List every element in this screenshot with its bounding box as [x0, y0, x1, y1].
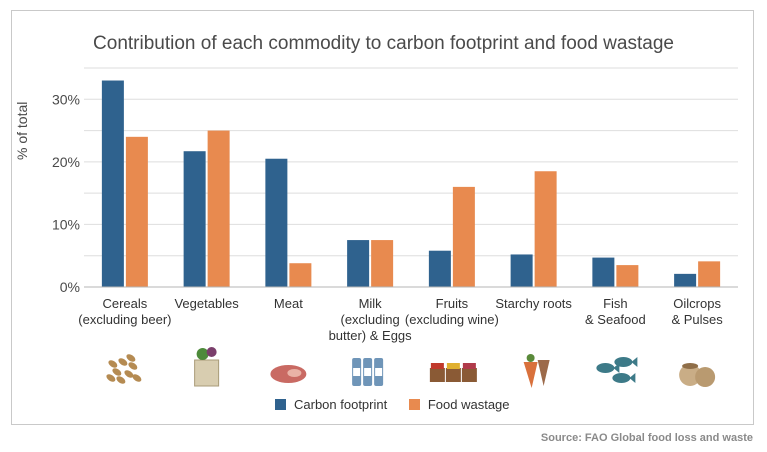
legend-swatch-carbon — [275, 399, 286, 410]
x-tick-label: Fruits — [436, 296, 469, 311]
bar-carbon-footprint — [510, 254, 533, 287]
source-note: Source: FAO Global food loss and waste — [540, 432, 753, 444]
milk-bottles-icon — [352, 358, 384, 386]
bar-carbon-footprint — [674, 273, 697, 287]
grain-icon — [106, 354, 142, 384]
legend-item-carbon: Carbon footprint — [275, 397, 387, 412]
x-tick-label: Milk — [359, 296, 383, 311]
x-tick-label: Oilcrops — [673, 296, 721, 311]
fruit-crates-icon — [429, 363, 477, 382]
bar-food-wastage — [207, 130, 230, 287]
sacks-icon — [679, 363, 716, 387]
fish-icon — [596, 357, 638, 383]
bar-carbon-footprint — [183, 151, 206, 287]
x-tick-label: Meat — [274, 296, 303, 311]
x-tick-label: (excluding — [340, 312, 399, 327]
x-tick-label: & Seafood — [585, 312, 646, 327]
roots-icon — [523, 354, 550, 388]
x-tick-label: Starchy roots — [495, 296, 572, 311]
bar-food-wastage — [371, 240, 394, 287]
meat-icon — [270, 365, 307, 383]
legend-item-waste: Food wastage — [408, 397, 510, 412]
legend-label-waste: Food wastage — [427, 397, 510, 412]
chart-title: Contribution of each commodity to carbon… — [93, 33, 674, 54]
bar-carbon-footprint — [592, 257, 615, 287]
bar-carbon-footprint — [101, 80, 124, 287]
bar-food-wastage — [289, 263, 312, 287]
bar-carbon-footprint — [428, 250, 451, 287]
x-tick-label: Vegetables — [174, 296, 239, 311]
legend: Carbon footprint Food wastage — [275, 397, 528, 413]
y-tick-label: 10% — [52, 216, 80, 232]
vegetable-bag-icon — [194, 347, 220, 387]
x-tick-label: butter) & Eggs — [329, 328, 413, 343]
y-tick-label: 30% — [52, 91, 80, 107]
x-tick-label: (excluding beer) — [78, 312, 171, 327]
x-tick-label: Fish — [603, 296, 628, 311]
bar-food-wastage — [534, 171, 557, 287]
x-tick-label: Cereals — [102, 296, 147, 311]
y-tick-label: 0% — [60, 279, 80, 295]
bar-carbon-footprint — [347, 240, 370, 287]
legend-label-carbon: Carbon footprint — [294, 397, 388, 412]
bar-food-wastage — [698, 261, 721, 287]
bar-food-wastage — [452, 186, 475, 287]
bar-food-wastage — [616, 265, 639, 287]
y-tick-label: 20% — [52, 154, 80, 170]
x-tick-label: & Pulses — [671, 312, 723, 327]
x-tick-label: (excluding wine) — [405, 312, 499, 327]
bar-food-wastage — [125, 136, 148, 287]
bar-carbon-footprint — [265, 158, 288, 287]
legend-swatch-waste — [408, 399, 420, 410]
